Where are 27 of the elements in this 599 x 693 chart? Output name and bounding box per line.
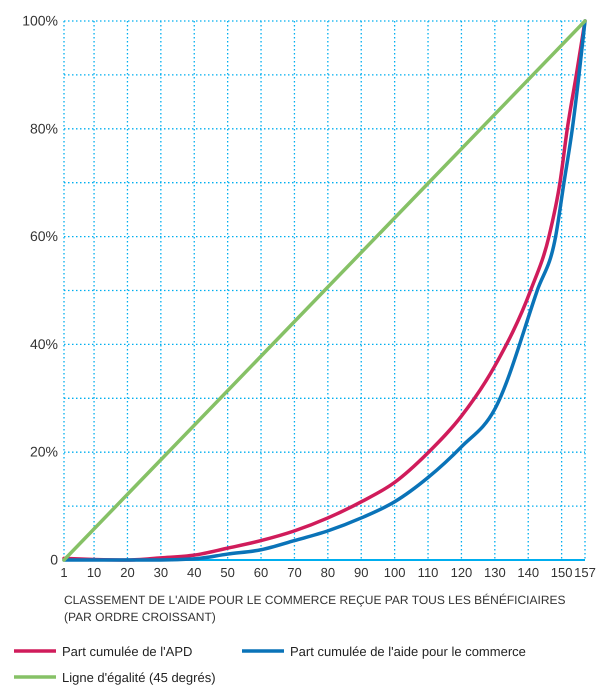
- x-tick-label: 150: [550, 565, 572, 580]
- x-tick-label: 50: [220, 565, 235, 580]
- x-tick-label: 80: [320, 565, 336, 580]
- x-tick-label: 110: [418, 565, 438, 580]
- legend-label: Ligne d'égalité (45 degrés): [62, 670, 216, 685]
- legend-label: Part cumulée de l'APD: [62, 644, 192, 659]
- x-tick-label: 30: [154, 565, 168, 580]
- x-tick-label: 130: [484, 565, 506, 580]
- y-tick-label: 20%: [30, 444, 58, 460]
- x-tick-label: 70: [287, 565, 302, 580]
- x-tick-label: 60: [254, 565, 268, 580]
- y-tick-label: 80%: [30, 120, 58, 136]
- x-tick-label: 100: [384, 565, 406, 580]
- x-tick-label: 40: [187, 565, 202, 580]
- x-tick-label: 1: [60, 565, 68, 580]
- x-tick-label: 157: [574, 565, 596, 580]
- x-tick-label: 20: [120, 565, 135, 580]
- x-tick-label: 120: [450, 565, 472, 580]
- y-tick-label: 100%: [22, 12, 58, 28]
- x-tick-label: 140: [517, 565, 540, 580]
- y-tick-label: 40%: [30, 336, 58, 352]
- x-axis-title: CLASSEMENT DE L'AIDE POUR LE COMMERCE REÇUE PAR TOUS LES BÉNÉFICIAIRES (PAR ORDRE CROISSANT): [64, 593, 566, 624]
- x-tick-label: 90: [354, 565, 368, 580]
- legend-label: Part cumulée de l'aide pour le commerce: [290, 644, 526, 659]
- y-tick-label: 60%: [30, 228, 58, 244]
- x-tick-label: 10: [86, 565, 102, 580]
- y-tick-label: 0: [50, 551, 58, 568]
